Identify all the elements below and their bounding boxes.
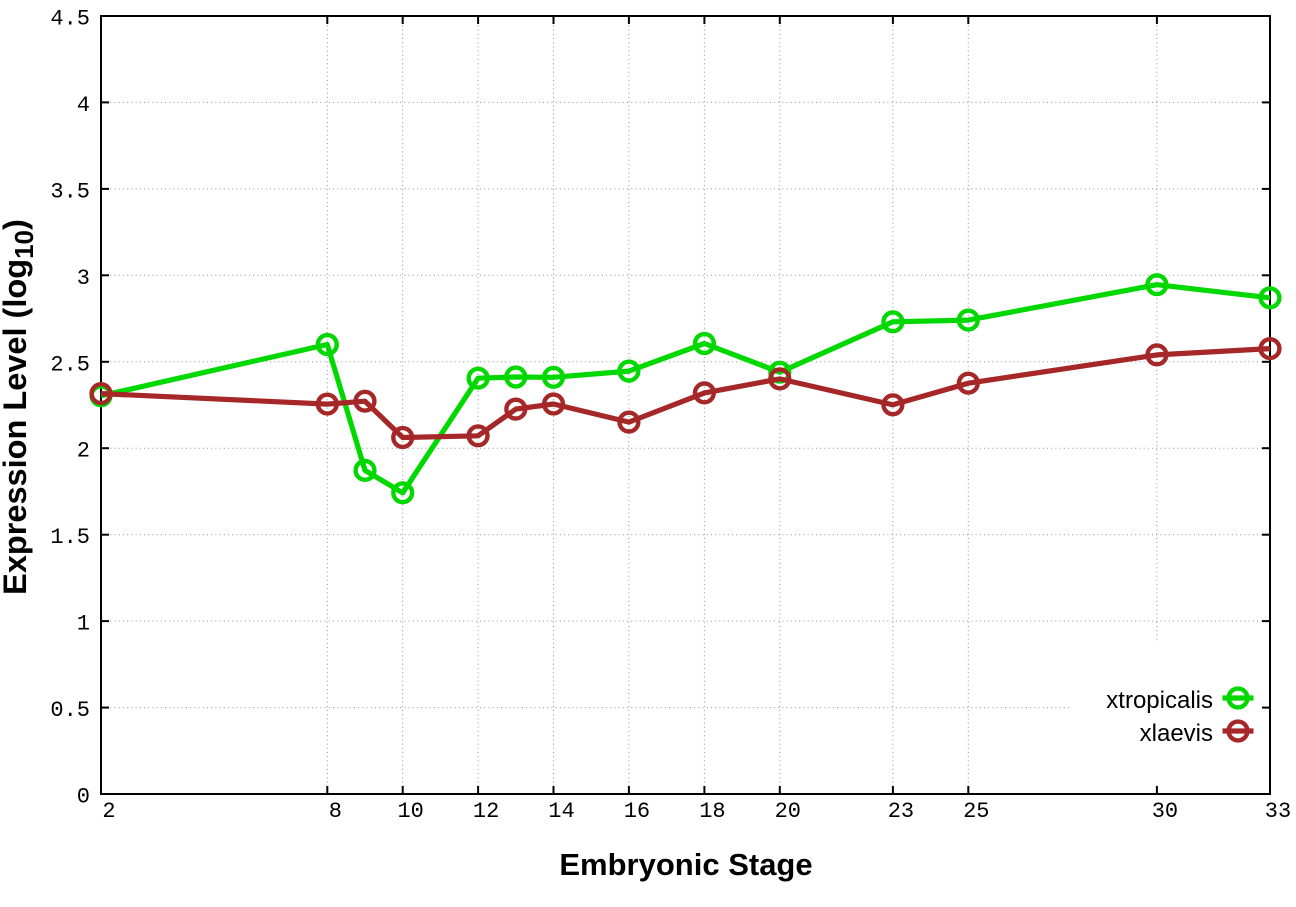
svg-text:4: 4: [77, 93, 90, 118]
svg-text:10: 10: [397, 799, 423, 824]
svg-text:20: 20: [775, 799, 801, 824]
svg-text:8: 8: [329, 799, 342, 824]
svg-text:xlaevis: xlaevis: [1140, 720, 1213, 747]
svg-text:2.5: 2.5: [50, 352, 90, 377]
svg-text:Embryonic Stage: Embryonic Stage: [559, 847, 812, 882]
svg-text:18: 18: [699, 799, 725, 824]
svg-text:23: 23: [888, 799, 914, 824]
svg-text:30: 30: [1152, 799, 1178, 824]
svg-text:2: 2: [102, 799, 115, 824]
svg-text:16: 16: [624, 799, 650, 824]
svg-text:Expression Level (log10): Expression Level (log10): [0, 219, 39, 595]
svg-text:0: 0: [77, 785, 90, 810]
svg-text:4.5: 4.5: [50, 7, 90, 32]
svg-text:33: 33: [1265, 799, 1291, 824]
svg-text:14: 14: [548, 799, 574, 824]
svg-text:0.5: 0.5: [50, 698, 90, 723]
svg-text:3: 3: [77, 266, 90, 291]
svg-text:25: 25: [963, 799, 989, 824]
svg-text:xtropicalis: xtropicalis: [1106, 687, 1213, 714]
svg-text:1.5: 1.5: [50, 525, 90, 550]
svg-text:1: 1: [77, 612, 90, 637]
svg-text:2: 2: [77, 439, 90, 464]
svg-text:3.5: 3.5: [50, 179, 90, 204]
svg-text:12: 12: [473, 799, 499, 824]
